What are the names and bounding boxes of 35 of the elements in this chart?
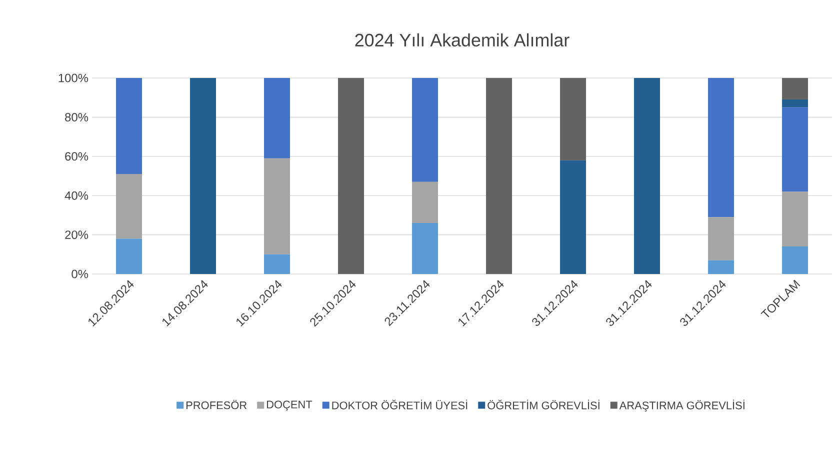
bar bbox=[560, 78, 586, 160]
bar bbox=[116, 174, 142, 239]
bar bbox=[264, 254, 290, 274]
legend-label: DOKTOR ÖĞRETİM ÜYESİ bbox=[332, 400, 468, 410]
bar bbox=[412, 78, 438, 182]
legend-label: PROFESÖR bbox=[186, 400, 247, 410]
bar bbox=[116, 78, 142, 174]
y-tick-label: 0% bbox=[72, 270, 88, 278]
bar bbox=[412, 223, 438, 274]
y-tick-label: 100% bbox=[58, 74, 88, 82]
chart-title: 2024 Yılı Akademik Alımlar bbox=[355, 33, 570, 46]
bar bbox=[782, 107, 808, 192]
bar bbox=[782, 100, 808, 108]
legend-label: ARAŞTIRMA GÖREVLİSİ bbox=[619, 400, 744, 412]
bar bbox=[338, 78, 364, 274]
bar bbox=[782, 78, 808, 100]
bar bbox=[116, 238, 142, 274]
bar bbox=[560, 160, 586, 274]
bar bbox=[486, 78, 512, 274]
y-tick-label: 40% bbox=[64, 191, 88, 200]
bar bbox=[708, 217, 734, 260]
y-tick-label: 80% bbox=[65, 112, 88, 122]
bar bbox=[708, 260, 734, 274]
bar bbox=[264, 158, 290, 254]
bar bbox=[190, 78, 216, 274]
bar bbox=[782, 246, 808, 274]
y-tick-label: 20% bbox=[65, 230, 88, 240]
legend-label: ÖĞRETİM GÖREVLİSİ bbox=[488, 400, 600, 410]
bar bbox=[412, 182, 438, 224]
bar bbox=[782, 192, 808, 247]
bar bbox=[708, 78, 734, 218]
bar bbox=[634, 78, 660, 274]
legend-label: DOÇENT bbox=[266, 400, 312, 411]
y-tick-label: 60% bbox=[65, 152, 88, 161]
bar bbox=[264, 78, 290, 158]
